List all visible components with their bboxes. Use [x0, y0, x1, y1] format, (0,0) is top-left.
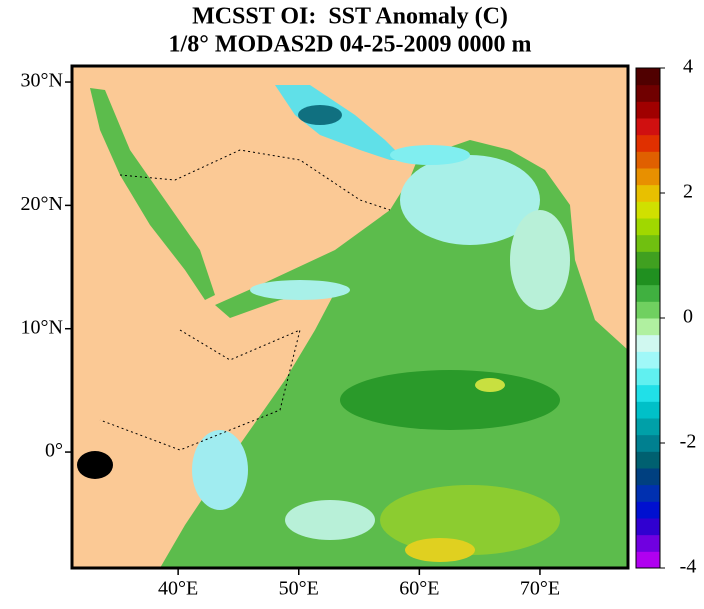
anomaly-patch	[475, 378, 505, 392]
colorbar-segment	[636, 201, 660, 219]
colorbar-segment	[636, 151, 660, 169]
anomaly-patch	[192, 430, 248, 510]
colorbar-tick-label: 4	[683, 56, 693, 78]
colorbar-segment	[636, 101, 660, 119]
anomaly-patch	[390, 145, 470, 165]
border	[119, 149, 391, 211]
title-line: 1/8° MODAS2D 04-25-2009 0000 m	[169, 32, 532, 58]
anomaly-patch	[400, 155, 540, 245]
colorbar-segment	[636, 334, 660, 352]
colorbar-tick-label: -2	[680, 431, 697, 453]
colorbar-segment	[636, 68, 660, 86]
y-tick-label: 10°N	[21, 316, 63, 338]
colorbar-segment	[636, 401, 660, 419]
colorbar-segment	[636, 501, 660, 519]
y-tick-label: 20°N	[21, 193, 63, 215]
colorbar-segment	[636, 384, 660, 402]
colorbar-segment	[636, 351, 660, 369]
x-tick-label: 60°E	[399, 578, 439, 600]
border	[99, 329, 301, 451]
map-frame	[70, 64, 630, 570]
colorbar-segment	[636, 434, 660, 452]
colorbar-segment	[636, 284, 660, 302]
colorbar-segment	[636, 551, 660, 569]
colorbar-segment	[636, 484, 660, 502]
colorbar-tick-label: -4	[680, 556, 697, 578]
colorbar-segment	[636, 468, 660, 486]
colorbar-segment	[636, 368, 660, 386]
ocean	[160, 140, 628, 568]
x-tick-label: 50°E	[279, 578, 319, 600]
colorbar: 4 2 -4 -2 0	[635, 56, 697, 578]
y-tick-label: 0°	[45, 440, 63, 462]
colorbar-segment	[636, 318, 660, 336]
colorbar-tick-label: 2	[683, 181, 693, 203]
colorbar-segment	[636, 534, 660, 552]
anomaly-patch	[250, 280, 350, 300]
colorbar-segment	[636, 234, 660, 252]
colorbar-segment	[636, 168, 660, 186]
anomaly-patch	[298, 105, 342, 125]
colorbar-segment	[636, 418, 660, 436]
colorbar-segment	[636, 134, 660, 152]
colorbar-segment	[636, 451, 660, 469]
anomaly-patch	[340, 370, 560, 430]
colorbar-segment	[636, 118, 660, 136]
red-sea	[90, 88, 215, 300]
colorbar-segment	[636, 518, 660, 536]
title-line: MCSST OI: SST Anomaly (C)	[192, 4, 508, 30]
colorbar-segment	[636, 84, 660, 102]
lake	[77, 451, 113, 479]
persian-gulf	[275, 85, 405, 160]
y-tick-label: 30°N	[21, 70, 63, 92]
colorbar-tick-label: 0	[683, 306, 693, 328]
x-tick-label: 70°E	[520, 578, 560, 600]
x-tick-label: 40°E	[158, 578, 198, 600]
colorbar-segment	[636, 184, 660, 202]
anomaly-patch	[380, 485, 560, 555]
colorbar-segment	[636, 251, 660, 269]
anomaly-patch	[285, 500, 375, 540]
anomaly-patch	[405, 538, 475, 562]
map-area	[70, 64, 630, 570]
colorbar-segment	[636, 218, 660, 236]
colorbar-segment	[636, 268, 660, 286]
anomaly-patch	[510, 210, 570, 310]
colorbar-segment	[636, 301, 660, 319]
